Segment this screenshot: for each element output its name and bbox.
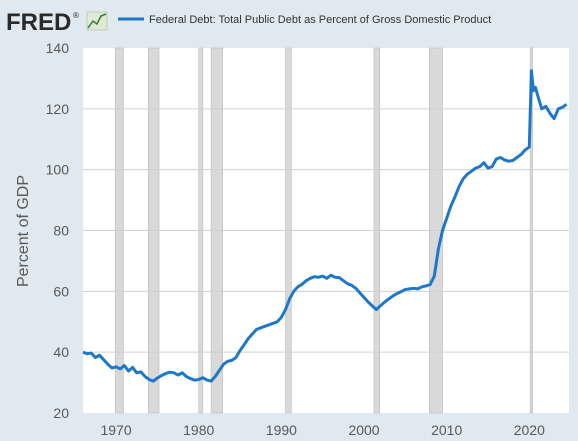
legend-label: Federal Debt: Total Public Debt as Perce… (149, 14, 491, 26)
x-tick-label: 2000 (348, 422, 379, 438)
x-tick-label: 1970 (100, 422, 131, 438)
fred-logo[interactable]: FRED ® (6, 9, 108, 36)
x-tick-label: 2020 (514, 422, 545, 438)
logo-text: FRED (6, 9, 71, 36)
legend: Federal Debt: Total Public Debt as Perce… (118, 14, 491, 26)
x-axis-ticks: 1970 1980 1990 2000 2010 2020 (100, 422, 545, 438)
y-tick-label: 60 (53, 283, 69, 299)
y-tick-label: 80 (53, 223, 69, 239)
y-tick-label: 40 (53, 344, 69, 360)
y-tick-label: 100 (46, 162, 70, 178)
y-tick-label: 140 (46, 40, 70, 56)
y-axis-ticks: 20 40 60 80 100 120 140 (46, 40, 70, 421)
x-tick-label: 1990 (266, 422, 297, 438)
y-tick-label: 120 (46, 101, 70, 117)
line-chart-icon (86, 11, 108, 31)
y-axis-label: Percent of GDP (15, 175, 32, 287)
x-tick-label: 2010 (431, 422, 462, 438)
series-line (82, 69, 568, 383)
gridlines (83, 108, 569, 353)
x-tick-label: 1980 (183, 422, 214, 438)
y-tick-label: 20 (53, 405, 69, 421)
logo-registered-mark: ® (73, 11, 79, 20)
